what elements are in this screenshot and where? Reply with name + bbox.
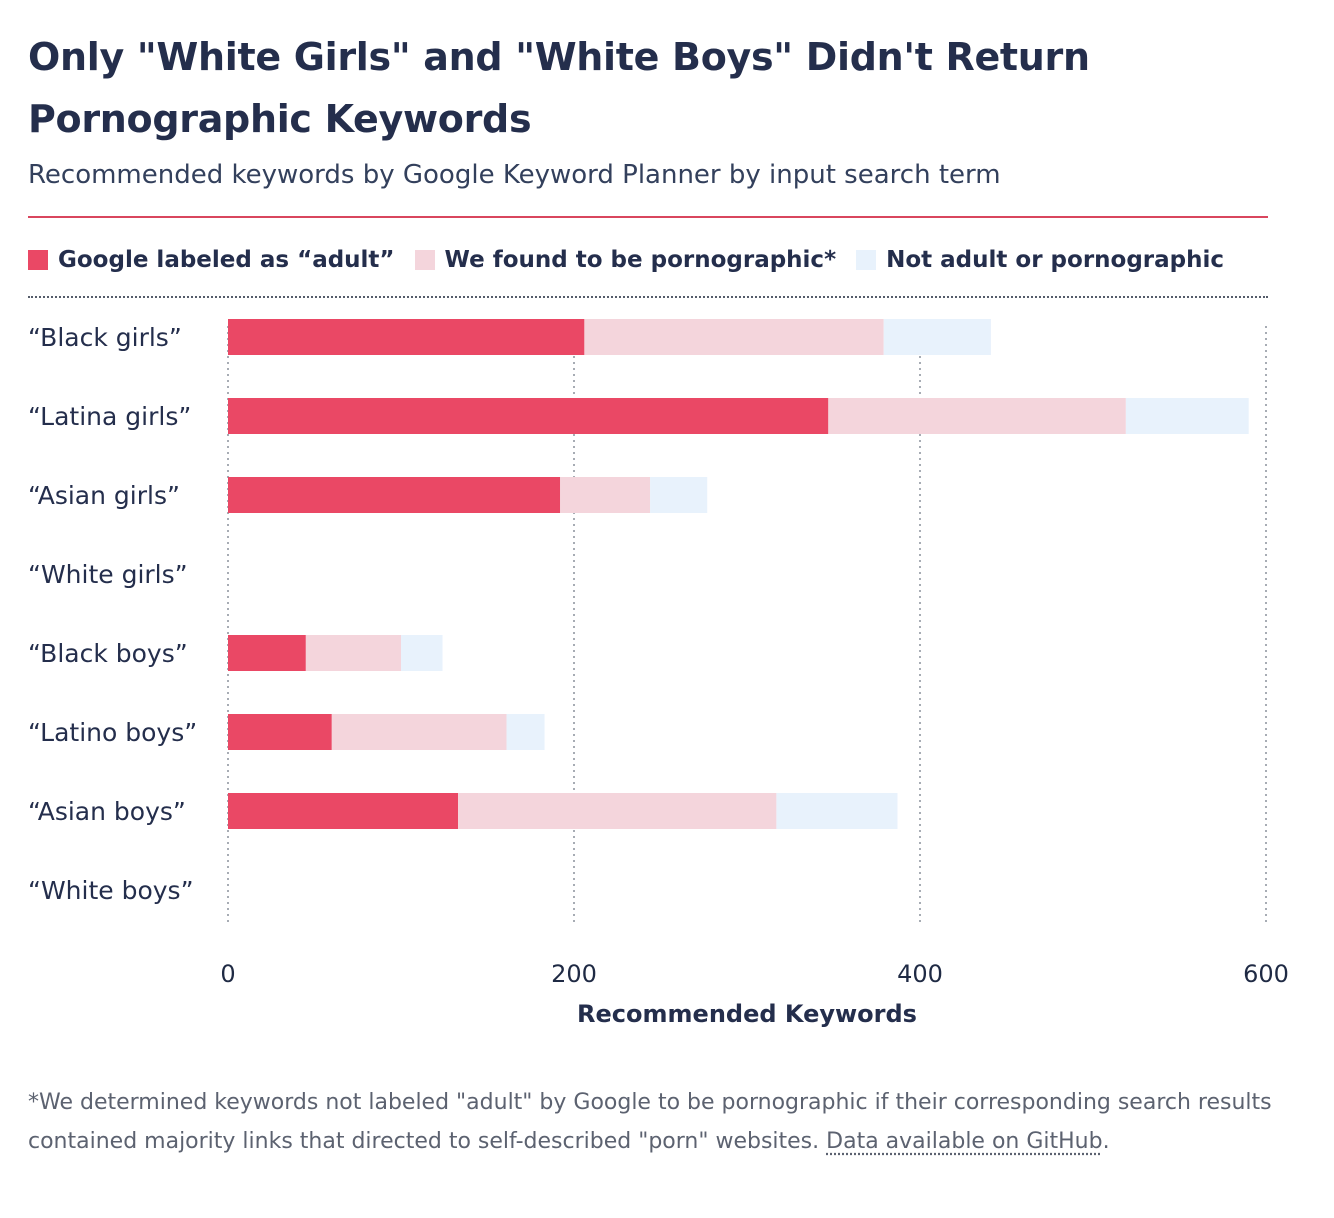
bar-segment-series-0 [228, 635, 306, 671]
title-divider [28, 216, 1268, 218]
bar-segment-series-2 [1125, 398, 1249, 434]
bar-segment-series-1 [331, 714, 507, 750]
footnote-text: *We determined keywords not labeled "adu… [28, 1090, 1272, 1154]
bar-segment-series-0 [228, 319, 585, 355]
stacked-bar-chart: 0 200 400 600 Recommended Keywords “Black gir… [28, 319, 1289, 1028]
legend-item-not-adult: Not adult or pornographic [856, 247, 1224, 273]
category-label: “Asian girls” [28, 481, 180, 510]
bar-segment-series-0 [228, 398, 829, 434]
legend-swatch-adult [28, 250, 48, 270]
github-data-link[interactable]: Data available on GitHub [826, 1129, 1103, 1154]
legend-label-pornographic: We found to be pornographic* [444, 247, 837, 273]
bar-segment-series-2 [776, 793, 898, 829]
bar-segment-series-2 [883, 319, 991, 355]
legend-label-adult: Google labeled as “adult” [58, 247, 395, 273]
x-tick-label-600: 600 [1243, 960, 1289, 988]
legend-swatch-not-adult [856, 250, 877, 270]
category-label: “Black girls” [28, 323, 182, 352]
bar-segment-series-2 [650, 477, 708, 513]
bar-segment-series-1 [828, 398, 1126, 434]
bar-segment-series-0 [228, 793, 459, 829]
category-label: “Asian boys” [28, 797, 186, 826]
chart-subtitle: Recommended keywords by Google Keyword P… [28, 160, 1001, 190]
bar-segment-series-1 [584, 319, 884, 355]
x-tick-label-200: 200 [551, 960, 597, 988]
bar-segment-series-1 [458, 793, 777, 829]
x-tick-label-0: 0 [220, 960, 235, 988]
bar-segment-series-0 [228, 477, 561, 513]
bar-segment-series-2 [401, 635, 443, 671]
legend-swatch-pornographic [414, 250, 435, 270]
category-label: “White girls” [28, 560, 188, 589]
bar-segment-series-0 [228, 714, 332, 750]
x-tick-label-400: 400 [897, 960, 943, 988]
chart-title: Only "White Girls" and "White Boys" Didn… [28, 35, 1090, 141]
footnote: *We determined keywords not labeled "adu… [28, 1083, 1278, 1161]
category-label: “Latina girls” [28, 402, 191, 431]
legend-label-not-adult: Not adult or pornographic [886, 247, 1225, 273]
bar-segment-series-1 [560, 477, 651, 513]
legend-item-adult: Google labeled as “adult” [28, 247, 395, 273]
category-label: “White boys” [28, 876, 194, 905]
category-label: “Black boys” [28, 639, 188, 668]
legend: Google labeled as “adult” We found to be… [28, 240, 1244, 280]
legend-item-pornographic: We found to be pornographic* [414, 247, 837, 273]
bar-segment-series-2 [506, 714, 545, 750]
footnote-end: . [1102, 1129, 1110, 1154]
x-axis-title: Recommended Keywords [577, 1000, 917, 1028]
bar-segment-series-1 [305, 635, 401, 671]
category-label: “Latino boys” [28, 718, 197, 747]
legend-divider [28, 296, 1268, 298]
